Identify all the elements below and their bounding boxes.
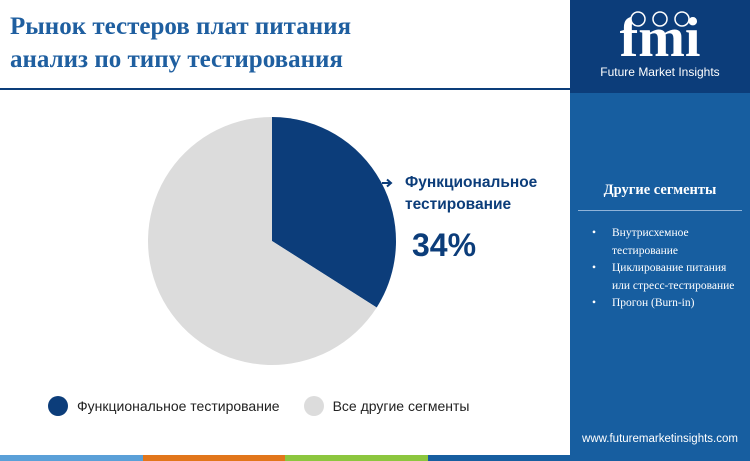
title-line-2: анализ по типу тестирования	[10, 46, 343, 73]
page-title: Рынок тестеров плат питания анализ по ти…	[10, 10, 570, 76]
segment-item: Циклирование питания или стресс-тестиров…	[592, 260, 740, 295]
segments-divider	[578, 210, 742, 211]
fmi-logo: fmi	[620, 7, 701, 66]
sidebar: fmi Future Market Insights Другие сегмен…	[570, 0, 750, 461]
pie-slice-functional-testing	[272, 117, 396, 308]
legend-swatch-other	[303, 396, 324, 416]
callout-value: 34%	[412, 227, 477, 263]
callout-label-line-2: тестирование	[405, 196, 512, 213]
arrow-right-icon	[382, 178, 393, 188]
title-divider	[0, 88, 570, 90]
segment-item: Прогон (Burn-in)	[592, 295, 740, 313]
website-link[interactable]: www.futuremarketinsights.com	[582, 433, 738, 445]
bottom-bar-segment-3	[285, 455, 428, 461]
legend-item-functional: Функциональное тестирование	[48, 396, 280, 416]
bottom-bar-segment-4	[427, 455, 570, 461]
legend-item-other: Все другие сегменты	[303, 396, 470, 416]
bottom-color-bar	[0, 455, 570, 461]
segments-list: Внутрисхемное тестирование Циклирование …	[592, 225, 740, 313]
bottom-bar-segment-1	[0, 455, 143, 461]
globe-icon	[630, 11, 690, 27]
bottom-bar-segment-2	[142, 455, 285, 461]
logo-subtitle: Future Market Insights	[600, 65, 720, 79]
callout-label: Функциональное тестирование	[405, 172, 537, 216]
chart-legend: Функциональное тестирование Все другие с…	[48, 396, 494, 416]
segments-title: Другие сегменты	[603, 182, 717, 198]
logo-panel: fmi Future Market Insights	[570, 0, 750, 93]
callout-label-line-1: Функциональное	[405, 174, 538, 191]
legend-swatch-functional	[48, 396, 68, 416]
pie-chart	[147, 117, 396, 365]
legend-label-functional: Функциональное тестирование	[77, 398, 280, 414]
pie-slice-other-segments	[147, 117, 377, 365]
segment-item: Внутрисхемное тестирование	[592, 225, 740, 260]
title-line-1: Рынок тестеров плат питания	[10, 13, 352, 40]
legend-label-other: Все другие сегменты	[332, 398, 470, 414]
